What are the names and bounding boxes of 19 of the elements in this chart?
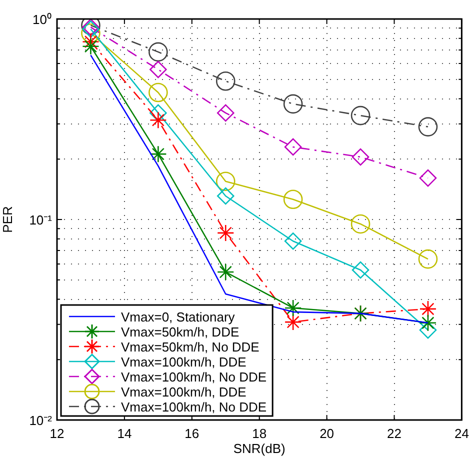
legend-label: Vmax=100km/h, DDE [121,384,247,400]
x-axis-title: SNR(dB) [233,441,286,456]
y-tick-label: 10⁻² [29,413,53,428]
x-tick-label: 16 [184,426,200,441]
legend-label: Vmax=50km/h, DDE [121,324,240,340]
legend-label: Vmax=100km/h, No DDE [121,370,267,384]
legend-label: Vmax=100km/h, No DDE [121,400,267,414]
y-tick-label: 10⁻¹ [29,212,53,228]
legend-label: Vmax=50km/h, No DDE [121,340,260,354]
x-tick-label: 22 [387,426,402,441]
x-tick-label: 20 [320,426,334,441]
x-tick-label: 14 [117,426,132,441]
x-tick-label: 12 [50,426,64,441]
legend-label: Vmax=100km/h, DDE [121,354,247,370]
x-tick-label: 24 [454,426,469,441]
legend-label: Vmax=0, Stationary [121,310,236,324]
x-tick-label: 18 [252,426,267,441]
y-tick-label: 10⁰ [32,12,52,27]
y-axis-title: PER [0,206,15,233]
